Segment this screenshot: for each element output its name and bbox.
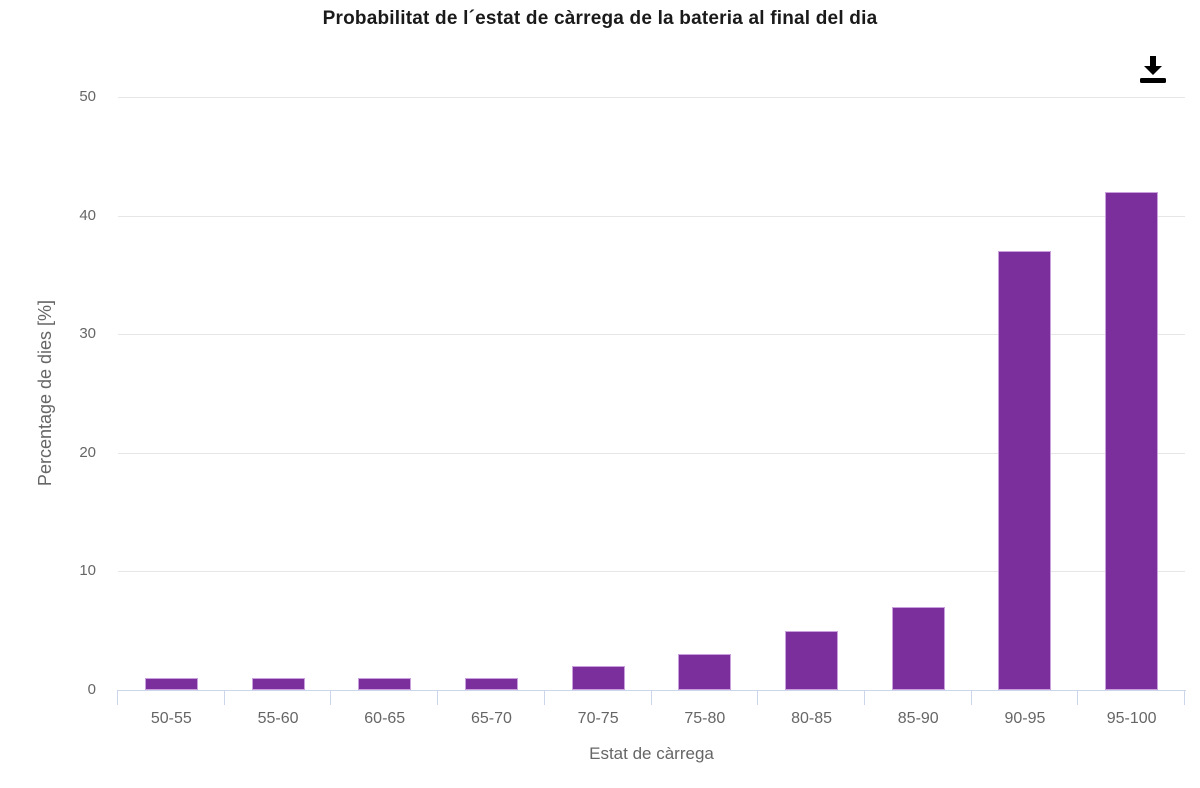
y-tick-label-0: 0 <box>87 681 96 698</box>
download-icon <box>1140 56 1166 83</box>
x-tick-label-75-80: 75-80 <box>684 710 726 727</box>
x-axis-tick <box>863 690 865 705</box>
x-tick-label-55-60: 55-60 <box>257 710 299 727</box>
x-axis-tick <box>543 690 545 705</box>
download-button[interactable] <box>1134 52 1172 88</box>
x-tick-label-90-95: 90-95 <box>1004 710 1046 727</box>
x-tick-label-70-75: 70-75 <box>577 710 619 727</box>
y-tick-label-40: 40 <box>79 206 96 224</box>
bar-50-55[interactable] <box>144 678 198 690</box>
bar-75-80[interactable] <box>678 654 732 690</box>
x-axis-title: Estat de càrrega <box>589 744 714 763</box>
y-tick-label-50: 50 <box>79 88 96 105</box>
gridline-20 <box>118 452 1185 454</box>
x-axis-tick <box>117 690 118 705</box>
x-tick-label-80-85: 80-85 <box>791 710 832 727</box>
y-tick-label-20: 20 <box>79 443 96 461</box>
x-tick-label-95-100: 95-100 <box>1106 710 1157 727</box>
gridline-10 <box>118 571 1185 573</box>
x-axis-tick <box>1184 690 1185 705</box>
bar-60-65[interactable] <box>358 678 412 690</box>
x-axis-tick <box>1077 690 1079 705</box>
bar-85-90[interactable] <box>891 606 945 690</box>
x-axis-tick <box>650 690 652 705</box>
bar-65-70[interactable] <box>464 678 518 690</box>
gridline-40 <box>118 215 1185 217</box>
bar-80-85[interactable] <box>785 630 839 690</box>
x-tick-label-65-70: 65-70 <box>470 710 512 727</box>
bar-90-95[interactable] <box>998 251 1052 690</box>
x-tick-label-60-65: 60-65 <box>364 710 406 727</box>
x-tick-label-85-90: 85-90 <box>897 710 939 727</box>
gridline-30 <box>118 334 1185 336</box>
bar-70-75[interactable] <box>571 666 625 690</box>
x-axis-tick <box>223 690 225 705</box>
x-axis-tick <box>437 690 439 705</box>
plot-area <box>118 97 1185 690</box>
x-axis-tick <box>970 690 972 705</box>
x-axis-line <box>117 690 1186 691</box>
chart-title: Probabilitat de l´estat de càrrega de la… <box>322 8 878 29</box>
x-axis-tick <box>330 690 332 705</box>
y-tick-label-30: 30 <box>79 325 96 343</box>
bar-55-60[interactable] <box>251 678 305 690</box>
x-tick-label-50-55: 50-55 <box>150 710 192 727</box>
y-axis-title: Percentage de dies [%] <box>35 299 55 487</box>
gridline-50 <box>118 97 1185 98</box>
x-axis-tick <box>757 690 759 705</box>
bar-95-100[interactable] <box>1105 191 1159 690</box>
y-tick-label-10: 10 <box>79 562 96 580</box>
